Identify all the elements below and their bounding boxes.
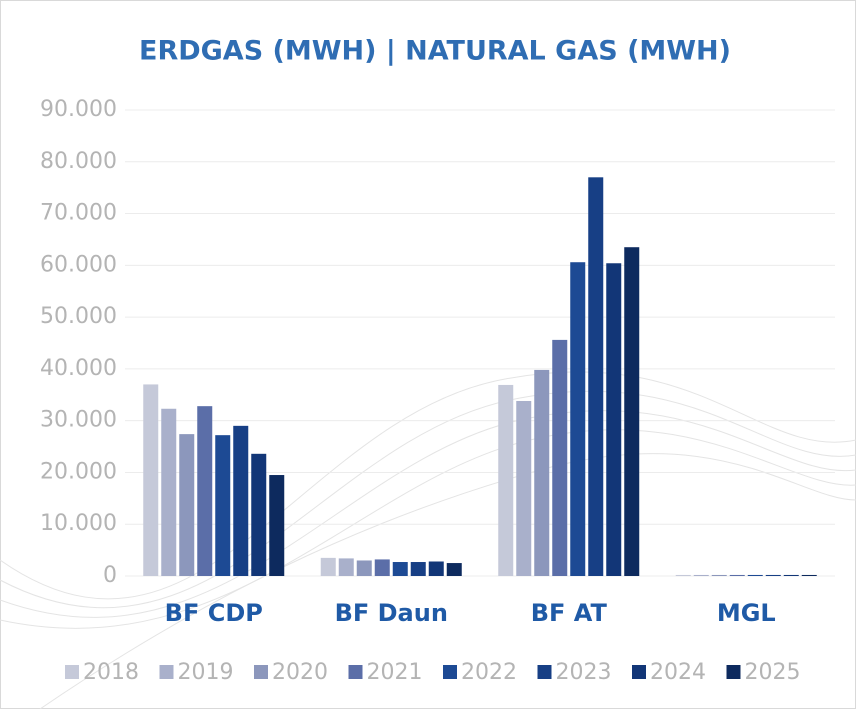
bar [534,369,550,576]
bar [410,562,426,576]
y-tick-label: 30.000 [40,408,117,433]
legend-label: 2019 [178,660,234,685]
bar [570,262,586,576]
bar [693,574,709,576]
y-tick-label: 0 [103,563,117,588]
legend-swatch [726,665,741,679]
x-tick-label: MGL [717,599,776,627]
legend-swatch [632,665,646,679]
bar [356,560,372,576]
bar [215,435,231,576]
bar [251,453,267,576]
legend-swatch [159,665,174,679]
legend-swatch [443,665,457,679]
bar [801,574,817,576]
bar [729,574,745,576]
bar [552,339,568,576]
bar [143,384,159,576]
bar [711,574,727,576]
legend-swatch [348,665,363,679]
bar [374,559,390,576]
x-tick-label: BF AT [531,599,608,627]
y-tick-label: 20.000 [40,459,117,484]
chart-title: ERDGAS (MWH) | NATURAL GAS (MWH) [139,36,731,67]
legend-swatch [254,665,268,679]
legend-label: 2021 [367,660,423,685]
x-tick-label: BF Daun [335,599,448,627]
bar [606,263,622,576]
legend-label: 2022 [461,660,517,685]
y-tick-label: 80.000 [40,149,117,174]
bar [446,563,462,576]
legend-swatch [65,665,79,679]
bar [498,384,514,576]
bar [320,557,336,576]
bar [516,400,532,576]
y-tick-label: 10.000 [40,511,117,536]
y-tick-label: 90.000 [40,97,117,122]
y-tick-label: 60.000 [40,252,117,277]
bar [269,475,285,576]
legend-label: 2018 [83,660,139,685]
legend-label: 2024 [650,660,706,685]
legend-label: 2023 [556,660,612,685]
bar [783,574,799,576]
bar [233,425,249,576]
bar [197,406,213,576]
bar [179,434,195,576]
legend-swatch [537,665,552,679]
bar [675,574,691,576]
bar [338,558,354,576]
legend-label: 2020 [272,660,328,685]
bar [765,574,781,576]
bar [161,408,177,576]
y-tick-label: 40.000 [40,356,117,381]
y-tick-label: 50.000 [40,304,117,329]
bar [428,561,444,576]
y-tick-label: 70.000 [40,201,117,226]
bar [624,247,640,576]
bar [588,177,604,577]
bar [392,562,408,576]
x-tick-label: BF CDP [165,599,263,627]
bar [747,574,763,576]
legend-label: 2025 [745,660,801,685]
